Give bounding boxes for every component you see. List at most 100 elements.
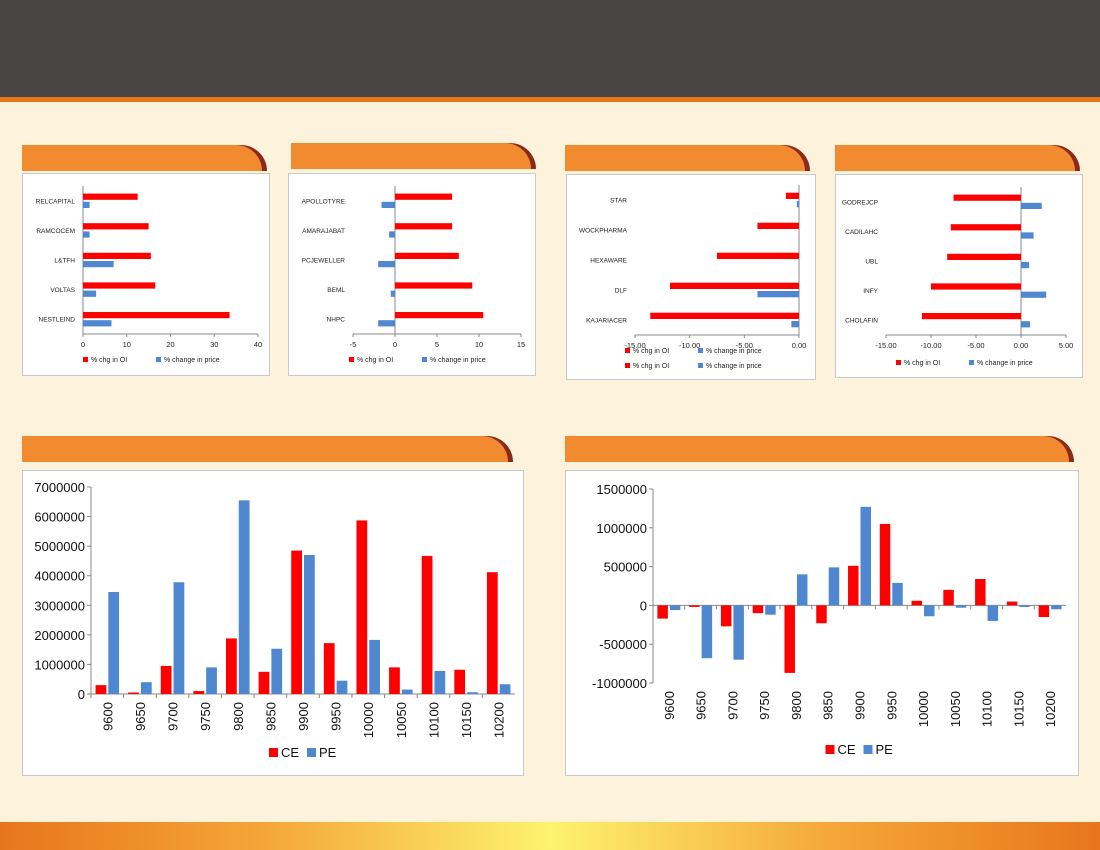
chart-tab-2 [291, 143, 531, 169]
x-tick-label: 20 [166, 340, 174, 349]
x-tick-label: 9800 [789, 691, 804, 720]
price-bar [796, 201, 799, 208]
legend-oi-label-2: % chg in OI [633, 363, 669, 370]
x-tick-label: 9800 [231, 702, 246, 731]
category-label: DLF [615, 288, 627, 295]
x-tick-label: 9900 [296, 702, 311, 731]
legend-price-label: % change in price [977, 360, 1033, 367]
oi-bar [950, 224, 1021, 231]
y-tick-label: 6000000 [34, 510, 85, 525]
category-label: BEML [327, 287, 345, 294]
pe-bar [206, 667, 217, 694]
ce-bar [193, 691, 205, 694]
y-tick-label: 3000000 [34, 598, 85, 613]
oi-bar [953, 194, 1021, 201]
x-tick-label: 9600 [100, 702, 115, 731]
ce-bar [389, 667, 400, 694]
x-tick-label: -5.00 [967, 341, 984, 350]
ce-bar [752, 605, 764, 614]
x-tick-label: 10000 [361, 702, 376, 738]
x-tick-label: 0 [81, 340, 85, 349]
chart-panel-1: 0 10 20 30 40 NESTLEIND VOLTAS L&TFH RAMCOCEM REL… [22, 173, 270, 376]
change-in-oi-chart: -1000000 -500000 0 500000 1000000 1500000 9600… [592, 482, 1066, 757]
category-label: RELCAPITAL [36, 198, 76, 205]
ce-bar [486, 572, 498, 694]
pe-bar [860, 506, 871, 606]
legend-oi-swatch-2 [625, 363, 630, 368]
pe-bar [669, 605, 681, 611]
pe-bar [140, 682, 152, 694]
oi-bar [395, 193, 453, 200]
oi-bar [669, 282, 799, 289]
ce-bar [911, 600, 923, 606]
price-bar [389, 231, 395, 238]
pe-bar [238, 500, 250, 694]
pe-bar [1051, 605, 1062, 610]
price-bar [83, 201, 90, 209]
price-bar [83, 261, 114, 268]
category-label: CADILAHC [845, 229, 878, 236]
x-tick-label: 10200 [492, 702, 507, 738]
pe-bar [1019, 605, 1030, 607]
x-tick-label: 10200 [1043, 691, 1058, 727]
x-tick-label: 10150 [1011, 691, 1026, 727]
ce-bar [454, 669, 466, 694]
x-tick-label: 0.00 [792, 341, 807, 350]
x-tick-label: 10 [123, 340, 131, 349]
oi-bar [922, 312, 1021, 320]
x-tick-label: 10050 [394, 702, 409, 738]
pe-bar [924, 605, 935, 617]
legend-pe-label: PE [876, 742, 894, 757]
oi-price-chart-2: -5 0 5 10 15 NHPC BEML PCJEWELLER AMARAJABAT APOL… [302, 186, 525, 364]
x-tick-label: 10100 [426, 702, 441, 738]
legend-oi-swatch [896, 360, 901, 365]
price-bar [83, 290, 97, 297]
category-label: HEXAWARE [590, 258, 627, 265]
category-label: VOLTAS [50, 287, 75, 294]
legend-price-swatch [156, 357, 161, 362]
x-tick-label: 9850 [263, 702, 278, 731]
x-tick-label: 9600 [662, 691, 677, 720]
ce-bar [657, 605, 668, 619]
pe-bar [336, 680, 348, 694]
category-label: PCJEWELLER [302, 258, 346, 265]
legend-price-swatch [698, 348, 703, 353]
price-bar [1021, 202, 1042, 210]
x-tick-label: 9650 [133, 702, 148, 731]
ce-bar [689, 605, 700, 607]
oi-bar [947, 253, 1021, 260]
oi-bar [83, 282, 156, 289]
price-bar [757, 291, 799, 298]
pe-bar [796, 574, 808, 606]
price-bar [1021, 232, 1034, 239]
ce-bar [95, 685, 107, 694]
ce-bar [943, 589, 954, 606]
price-bar [1021, 321, 1030, 328]
oi-bar [395, 282, 473, 289]
ce-bar [226, 638, 237, 694]
oi-bar [83, 223, 149, 230]
oi-bar [650, 312, 799, 319]
oi-bar [395, 311, 484, 319]
category-label: APOLLOTYRE [302, 198, 346, 205]
oi-bar [717, 252, 799, 259]
x-tick-label: -10.00 [679, 341, 700, 350]
ce-bar [816, 605, 827, 624]
ce-bar [848, 565, 859, 606]
legend-oi-swatch [625, 348, 630, 353]
legend-price-label: % change in price [164, 357, 220, 364]
oi-price-chart-4: -15.00 -10.00 -5.00 0.00 5.00 CHOLAFIN INFY UBL… [842, 187, 1074, 367]
x-tick-label: 10100 [980, 691, 995, 727]
ce-bar [1038, 605, 1050, 618]
x-tick-label: 9750 [757, 691, 772, 720]
legend-oi-swatch [349, 357, 354, 362]
ce-bar [1006, 601, 1018, 606]
price-bar [1021, 262, 1030, 269]
oi-bar [395, 252, 459, 259]
category-label: KAJARIACER [586, 318, 627, 325]
category-label: NESTLEIND [39, 317, 76, 324]
y-tick-label: -1000000 [592, 676, 647, 691]
ce-bar [784, 605, 795, 673]
category-label: INFY [863, 288, 878, 295]
x-tick-label: 5.00 [1059, 341, 1074, 350]
